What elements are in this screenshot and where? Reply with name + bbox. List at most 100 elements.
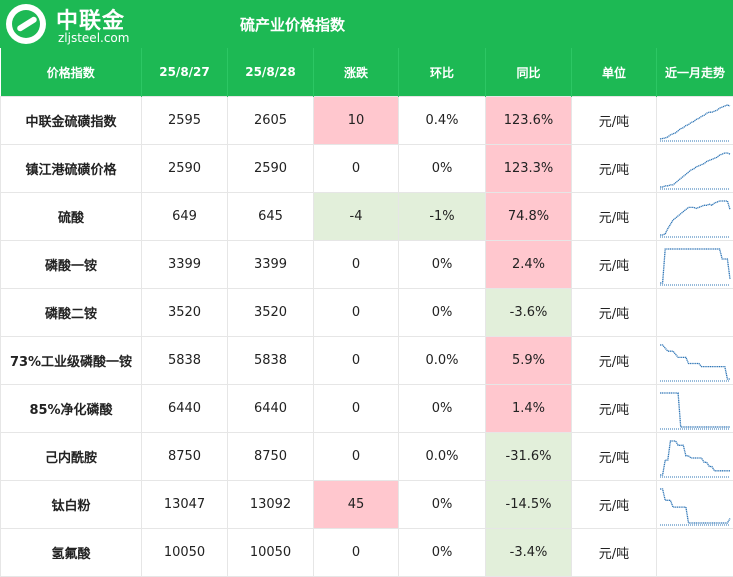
row-yoy: 74.8%	[485, 192, 572, 241]
row-yoy: 123.3%	[485, 144, 572, 193]
row-change: 45	[313, 480, 399, 529]
table-row: 73%工业级磷酸一铵 5838 5838 0 0.0% 5.9% 元/吨	[0, 336, 733, 385]
row-name: 己内酰胺	[0, 432, 142, 481]
row-change: 0	[313, 528, 399, 577]
row-name: 氢氟酸	[0, 528, 142, 577]
row-value-date1: 2590	[141, 144, 228, 193]
column-header-date1: 25/8/27	[141, 48, 228, 97]
row-yoy: -3.4%	[485, 528, 572, 577]
row-name: 73%工业级磷酸一铵	[0, 336, 142, 385]
row-change: 10	[313, 96, 399, 145]
header-banner: 中联金 zljsteel.com 硫产业价格指数	[0, 0, 733, 48]
row-mom: 0.4%	[398, 96, 486, 145]
row-value-date1: 2595	[141, 96, 228, 145]
column-header-unit: 单位	[571, 48, 657, 97]
row-trend-sparkline	[656, 96, 733, 145]
row-trend-sparkline	[656, 240, 733, 289]
trend-line	[660, 439, 730, 476]
brand-name: 中联金	[56, 9, 126, 34]
row-unit: 元/吨	[571, 288, 657, 337]
row-value-date1: 649	[141, 192, 228, 241]
row-mom: 0%	[398, 528, 486, 577]
row-value-date1: 8750	[141, 432, 228, 481]
row-value-date1: 5838	[141, 336, 228, 385]
row-yoy: 5.9%	[485, 336, 572, 385]
row-value-date2: 2605	[227, 96, 314, 145]
row-unit: 元/吨	[571, 144, 657, 193]
row-mom: -1%	[398, 192, 486, 241]
table-row: 镇江港硫磺价格 2590 2590 0 0% 123.3% 元/吨	[0, 144, 733, 193]
row-value-date1: 13047	[141, 480, 228, 529]
row-mom: 0%	[398, 240, 486, 289]
row-mom: 0%	[398, 288, 486, 337]
row-trend-sparkline	[656, 528, 733, 577]
row-value-date2: 3399	[227, 240, 314, 289]
column-header-mom: 环比	[398, 48, 486, 97]
row-unit: 元/吨	[571, 384, 657, 433]
row-trend-sparkline	[656, 480, 733, 529]
row-value-date2: 8750	[227, 432, 314, 481]
row-name: 磷酸二铵	[0, 288, 142, 337]
trend-line	[660, 151, 731, 188]
row-unit: 元/吨	[571, 480, 657, 529]
row-trend-sparkline	[656, 192, 733, 241]
trend-line	[660, 391, 730, 428]
row-mom: 0.0%	[398, 336, 486, 385]
row-yoy: 123.6%	[485, 96, 572, 145]
row-change: 0	[313, 288, 399, 337]
page-title: 硫产业价格指数	[240, 16, 346, 34]
row-yoy: 2.4%	[485, 240, 572, 289]
column-header-trend: 近一月走势	[656, 48, 733, 97]
logo-icon	[6, 4, 46, 44]
table-row: 中联金硫磺指数 2595 2605 10 0.4% 123.6% 元/吨	[0, 96, 733, 145]
row-change: 0	[313, 336, 399, 385]
row-unit: 元/吨	[571, 528, 657, 577]
row-name: 镇江港硫磺价格	[0, 144, 142, 193]
table-row: 磷酸一铵 3399 3399 0 0% 2.4% 元/吨	[0, 240, 733, 289]
table-row: 钛白粉 13047 13092 45 0% -14.5% 元/吨	[0, 480, 733, 529]
row-value-date2: 5838	[227, 336, 314, 385]
row-mom: 0%	[398, 480, 486, 529]
row-value-date2: 2590	[227, 144, 314, 193]
trend-line	[660, 343, 730, 380]
row-yoy: -31.6%	[485, 432, 572, 481]
row-value-date2: 6440	[227, 384, 314, 433]
row-change: 0	[313, 240, 399, 289]
row-trend-sparkline	[656, 144, 733, 193]
row-mom: 0.0%	[398, 432, 486, 481]
row-trend-sparkline	[656, 432, 733, 481]
row-name: 硫酸	[0, 192, 142, 241]
row-mom: 0%	[398, 144, 486, 193]
table-row: 己内酰胺 8750 8750 0 0.0% -31.6% 元/吨	[0, 432, 733, 481]
trend-line	[660, 247, 731, 284]
row-unit: 元/吨	[571, 192, 657, 241]
table-row: 85%净化磷酸 6440 6440 0 0% 1.4% 元/吨	[0, 384, 733, 433]
row-yoy: -3.6%	[485, 288, 572, 337]
row-value-date2: 3520	[227, 288, 314, 337]
row-trend-sparkline	[656, 384, 733, 433]
row-name: 中联金硫磺指数	[0, 96, 142, 145]
column-header-change: 涨跌	[313, 48, 399, 97]
row-value-date2: 10050	[227, 528, 314, 577]
table-row: 氢氟酸 10050 10050 0 0% -3.4% 元/吨	[0, 528, 733, 577]
row-name: 磷酸一铵	[0, 240, 142, 289]
row-name: 85%净化磷酸	[0, 384, 142, 433]
row-yoy: 1.4%	[485, 384, 572, 433]
column-header-yoy: 同比	[485, 48, 572, 97]
row-name: 钛白粉	[0, 480, 142, 529]
row-value-date1: 10050	[141, 528, 228, 577]
row-value-date1: 3520	[141, 288, 228, 337]
row-value-date2: 13092	[227, 480, 314, 529]
row-unit: 元/吨	[571, 432, 657, 481]
row-trend-sparkline	[656, 336, 733, 385]
row-change: 0	[313, 432, 399, 481]
column-header-index: 价格指数	[0, 48, 142, 97]
trend-line	[660, 199, 731, 236]
row-yoy: -14.5%	[485, 480, 572, 529]
row-change: 0	[313, 384, 399, 433]
row-mom: 0%	[398, 384, 486, 433]
row-change: -4	[313, 192, 399, 241]
row-value-date1: 3399	[141, 240, 228, 289]
price-index-table: 价格指数 25/8/27 25/8/28 涨跌 环比 同比 单位 近一月走势 中…	[0, 48, 733, 577]
row-unit: 元/吨	[571, 336, 657, 385]
